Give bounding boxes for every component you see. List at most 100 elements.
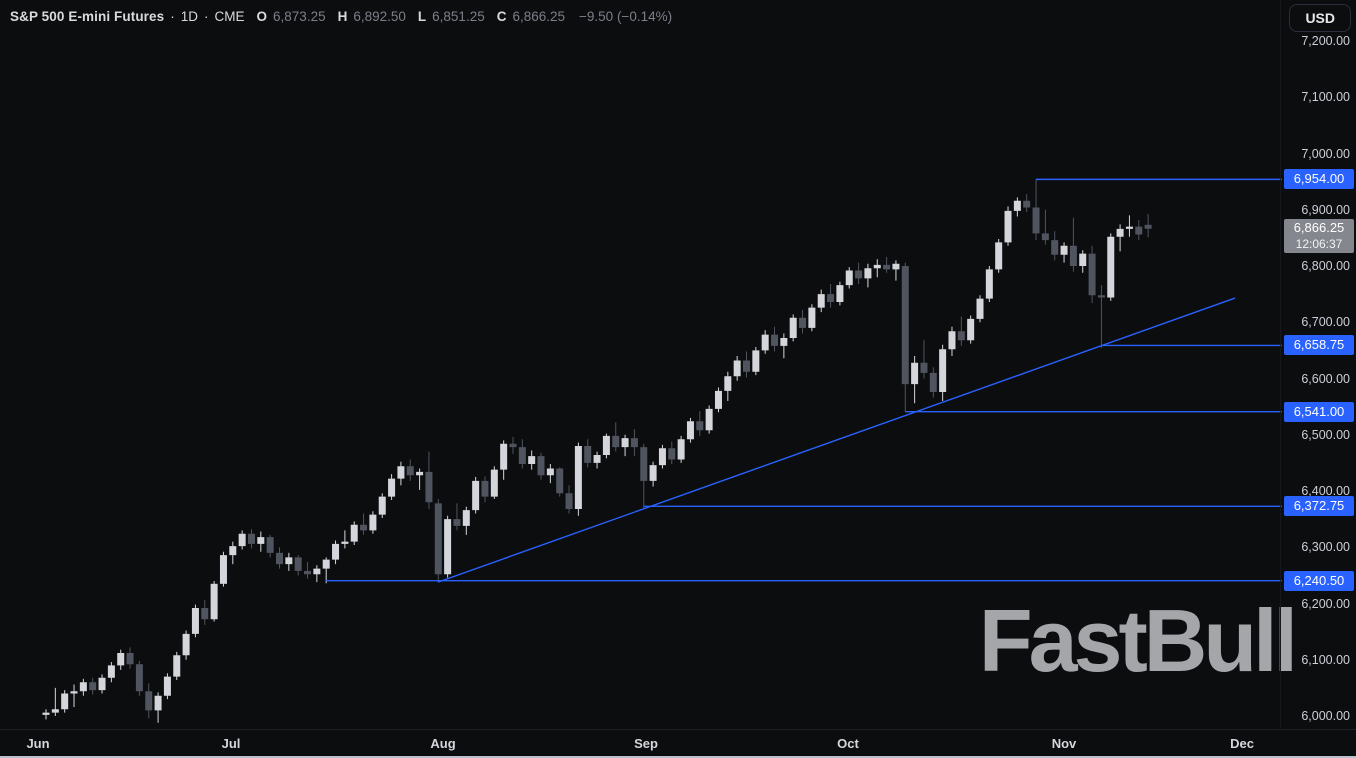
up-candle — [350, 524, 358, 542]
up-candle — [444, 519, 452, 575]
up-candle — [173, 655, 181, 677]
price-level-tag[interactable]: 6,240.50 — [1284, 570, 1354, 591]
up-candle — [658, 448, 666, 466]
down-candle — [1032, 207, 1040, 234]
candle-wick — [895, 260, 897, 281]
up-candle — [238, 533, 246, 547]
up-candle — [546, 468, 554, 476]
up-candle — [649, 465, 657, 481]
close-label: C — [496, 9, 507, 24]
down-candle — [247, 533, 255, 544]
x-tick-label: Jul — [221, 736, 241, 751]
down-candle — [827, 294, 835, 303]
x-tick-label: Sep — [634, 736, 658, 751]
price-axis[interactable]: 7,200.00 7,100.00 7,000.00 6,900.00 6,800.00… — [1280, 0, 1356, 728]
down-candle — [201, 608, 209, 620]
up-candle — [229, 546, 237, 556]
up-candle — [70, 691, 78, 694]
up-candle — [1079, 253, 1087, 267]
up-candle — [836, 285, 844, 303]
fastbull-watermark: FastBull — [978, 591, 1298, 690]
down-candle — [276, 552, 283, 565]
down-candle — [1041, 233, 1049, 241]
interval-label: 1D — [180, 9, 199, 24]
down-candle — [294, 557, 302, 571]
price-level-tag[interactable]: 6,372.75 — [1284, 496, 1354, 517]
up-candle — [677, 439, 685, 460]
up-candle — [724, 376, 732, 391]
up-candle — [892, 263, 900, 270]
x-tick-label: Dec — [1230, 736, 1254, 751]
candle-wick — [344, 530, 346, 549]
up-candle — [369, 514, 377, 531]
close-value: 6,866.25 — [512, 9, 566, 24]
down-candle — [1023, 200, 1031, 208]
candle-wick — [325, 557, 327, 584]
currency-button[interactable]: USD — [1289, 4, 1351, 32]
down-candle — [630, 438, 638, 448]
up-candle — [621, 438, 629, 448]
down-candle — [883, 264, 891, 270]
time-axis[interactable]: Jun Jul Aug Sep Oct Nov Dec — [0, 729, 1356, 758]
y-tick-label: 6,700.00 — [1301, 315, 1350, 330]
candle-wick — [923, 340, 925, 379]
down-candle — [612, 435, 620, 448]
down-candle — [481, 480, 489, 497]
up-candle — [42, 712, 50, 715]
symbol-header: S&P 500 E-mini Futures · 1D · CME O 6,87… — [10, 9, 672, 24]
trendline[interactable] — [437, 297, 1236, 583]
down-candle — [360, 524, 368, 531]
down-candle — [901, 266, 909, 385]
up-candle — [985, 269, 993, 299]
down-candle — [135, 664, 143, 692]
up-candle — [1013, 200, 1021, 211]
up-candle — [593, 455, 601, 463]
down-candle — [696, 421, 704, 431]
up-candle — [789, 317, 797, 338]
y-tick-label: 6,800.00 — [1301, 259, 1350, 273]
up-candle — [528, 456, 536, 465]
y-tick-label: 6,600.00 — [1301, 371, 1350, 386]
price-level-tag[interactable]: 6,954.00 — [1284, 169, 1354, 190]
up-candle — [817, 294, 825, 308]
up-candle — [1125, 226, 1133, 229]
down-candle — [799, 317, 807, 328]
up-candle — [911, 362, 919, 385]
symbol-name: S&P 500 E-mini Futures — [10, 9, 165, 24]
down-candle — [640, 447, 648, 481]
down-candle — [425, 471, 433, 503]
bar-countdown: 12:06:37 — [1295, 236, 1343, 251]
up-candle — [602, 435, 610, 456]
up-candle — [845, 270, 853, 286]
up-candle — [864, 268, 872, 279]
price-level-tag[interactable]: 6,541.00 — [1284, 401, 1354, 422]
down-candle — [1051, 240, 1059, 255]
up-candle — [322, 559, 330, 569]
down-candle — [668, 448, 676, 460]
up-candle — [733, 360, 741, 377]
up-candle — [948, 331, 956, 350]
down-candle — [957, 331, 965, 341]
candle-wick — [1044, 209, 1046, 245]
y-tick-label: 7,000.00 — [1301, 146, 1350, 161]
down-candle — [266, 537, 274, 553]
up-candle — [416, 471, 424, 476]
up-candle — [257, 537, 265, 544]
open-label: O — [256, 9, 268, 24]
high-label: H — [337, 9, 348, 24]
down-candle — [1135, 226, 1143, 235]
window-bottom-edge — [0, 756, 1356, 758]
price-level-tag[interactable]: 6,658.75 — [1284, 335, 1354, 356]
low-label: L — [417, 9, 427, 24]
candle-wick — [1119, 224, 1121, 252]
x-tick-label: Nov — [1051, 736, 1077, 751]
y-tick-label: 6,900.00 — [1301, 202, 1350, 217]
up-candle — [182, 633, 190, 656]
up-candle — [714, 390, 722, 409]
y-tick-label: 6,300.00 — [1301, 540, 1350, 555]
up-candle — [995, 242, 1003, 270]
down-candle — [453, 519, 461, 526]
change-value: −9.50 (−0.14%) — [579, 9, 673, 24]
down-candle — [920, 362, 928, 373]
down-candle — [1069, 245, 1077, 266]
